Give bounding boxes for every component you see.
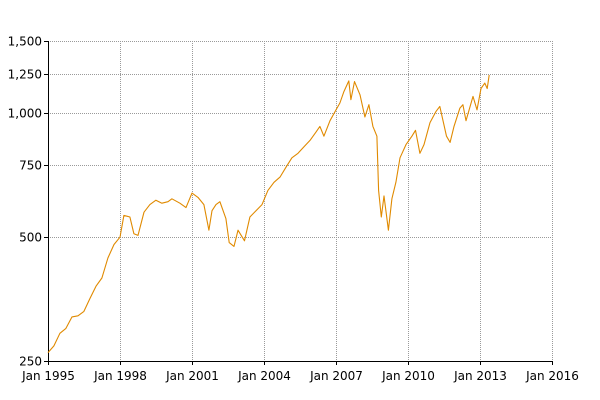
x-tick-label: Jan 2004 [237,369,291,383]
y-tick-label: 750 [19,159,42,173]
x-tick-label: Jan 1998 [93,369,147,383]
y-tick-label: 250 [19,355,42,369]
x-tick-label: Jan 2013 [453,369,507,383]
series-line [47,74,490,353]
x-tick-label: Jan 2010 [381,369,435,383]
axes [44,41,553,365]
tick-labels: 250 500 750 1,000 1,250 1,500 Jan 1995 Jan 1998… [8,35,579,384]
y-tick-label: 1,500 [8,35,42,49]
y-tick-label: 1,000 [8,107,42,121]
x-tick-label: Jan 2016 [525,369,579,383]
grid [48,41,553,361]
x-tick-label: Jan 2001 [165,369,219,383]
x-tick-label: Jan 1995 [21,369,75,383]
y-tick-label: 500 [19,231,42,245]
y-tick-label: 1,250 [8,68,42,82]
x-tick-label: Jan 2007 [309,369,363,383]
series [47,74,490,353]
